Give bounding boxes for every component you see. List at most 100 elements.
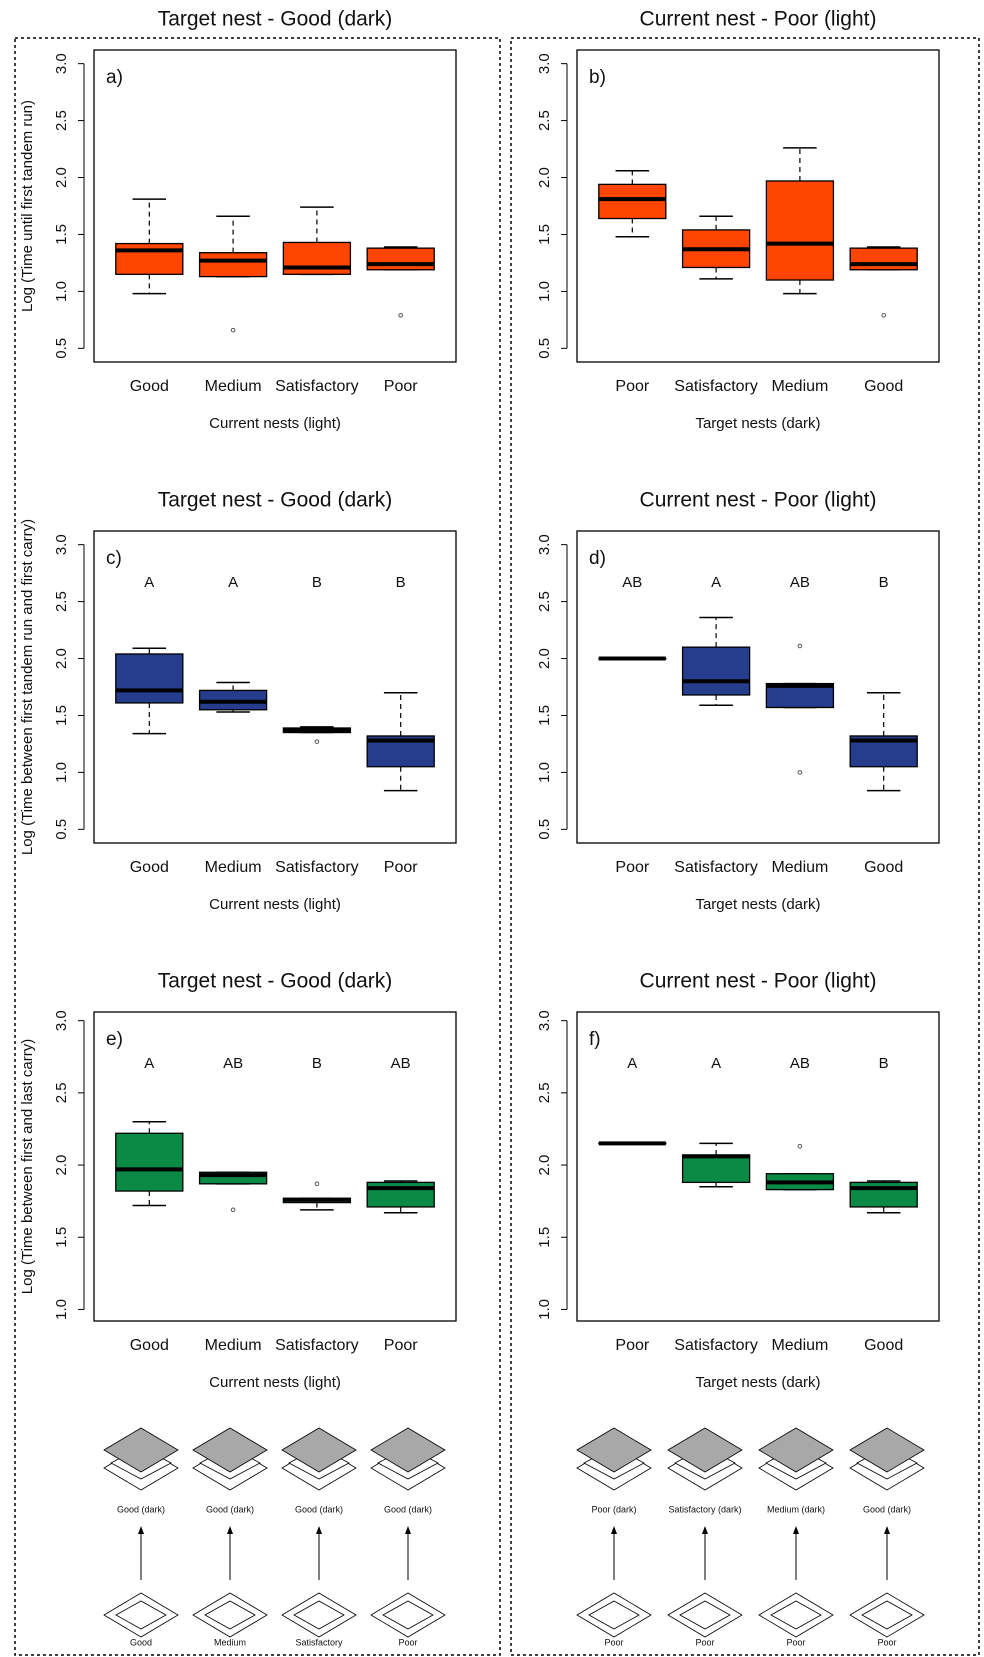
x-tick-label: Medium — [205, 378, 262, 395]
x-axis-label: Current nests (light) — [209, 415, 341, 432]
box — [681, 1154, 751, 1184]
box — [115, 653, 184, 704]
x-tick-label: Good — [864, 378, 903, 395]
x-tick-label: Good — [130, 1337, 169, 1354]
x-axis-label: Current nests (light) — [209, 896, 341, 913]
y-axis-label: Log (Time between first and last carry) — [19, 1039, 36, 1294]
x-tick-label: Good — [130, 859, 169, 876]
box — [849, 1181, 918, 1208]
right-frame — [510, 37, 980, 1656]
target-label: Satisfactory (dark) — [668, 1504, 741, 1514]
y-tick-label: 2.5 — [536, 591, 553, 612]
current-label: Poor — [398, 1637, 417, 1647]
y-tick-label: 1.0 — [536, 1299, 553, 1320]
box — [765, 682, 835, 709]
outlier — [314, 739, 320, 744]
y-tick-label: 1.0 — [53, 1299, 70, 1320]
arrow-head — [316, 1526, 322, 1534]
target-label: Good (dark) — [206, 1504, 254, 1514]
outlier — [230, 327, 236, 333]
x-tick-label: Medium — [771, 378, 828, 395]
y-tick-label: 1.5 — [536, 224, 553, 245]
box — [198, 1171, 268, 1185]
y-tick-label: 2.0 — [53, 1155, 70, 1176]
left-frame — [14, 37, 501, 1656]
current-nest-inner — [115, 1600, 167, 1630]
nest-cover — [758, 1427, 834, 1473]
y-tick-label: 0.5 — [536, 819, 553, 840]
y-tick-label: 3.0 — [536, 53, 553, 74]
y-tick-label: 2.5 — [53, 591, 70, 612]
current-label: Poor — [695, 1637, 714, 1647]
y-tick-label: 3.0 — [536, 534, 553, 555]
outlier — [797, 770, 803, 775]
arrow-head — [227, 1526, 233, 1534]
x-tick-label: Poor — [384, 1337, 418, 1354]
current-nest-inner — [382, 1600, 434, 1630]
y-tick-label: 3.0 — [53, 1010, 70, 1031]
y-tick-label: 3.0 — [536, 1010, 553, 1031]
box — [115, 242, 184, 275]
y-tick-label: 1.5 — [53, 224, 70, 245]
nest-cover — [576, 1427, 652, 1473]
x-tick-label: Poor — [615, 1337, 649, 1354]
arrow-head — [884, 1526, 890, 1534]
plot-frame — [576, 530, 940, 844]
group-label: A — [711, 574, 721, 591]
group-label: A — [228, 574, 238, 591]
group-label: A — [144, 1055, 154, 1072]
y-tick-label: 2.0 — [53, 167, 70, 188]
y-tick-label: 1.5 — [536, 1227, 553, 1248]
box — [366, 1181, 435, 1208]
panel-label: d) — [589, 548, 606, 569]
plot-frame — [93, 49, 457, 363]
arrow-head — [793, 1526, 799, 1534]
group-label: B — [879, 1055, 889, 1072]
y-tick-label: 2.0 — [536, 648, 553, 669]
current-nest-inner — [861, 1600, 913, 1630]
x-tick-label: Medium — [771, 859, 828, 876]
panel-label: c) — [106, 548, 122, 569]
current-label: Good — [130, 1637, 152, 1647]
outlier — [230, 1207, 236, 1213]
group-label: B — [312, 574, 322, 591]
box — [765, 180, 835, 281]
x-tick-label: Good — [864, 859, 903, 876]
x-tick-label: Medium — [771, 1337, 828, 1354]
y-tick-label: 1.5 — [536, 705, 553, 726]
y-tick-label: 1.0 — [53, 762, 70, 783]
target-label: Good (dark) — [863, 1504, 911, 1514]
current-nest-inner — [770, 1600, 822, 1630]
x-tick-label: Satisfactory — [275, 1337, 359, 1354]
group-label: A — [711, 1055, 721, 1072]
x-tick-label: Good — [864, 1337, 903, 1354]
x-tick-label: Satisfactory — [275, 378, 359, 395]
chart-title: Target nest - Good (dark) — [158, 8, 393, 31]
x-tick-label: Satisfactory — [674, 378, 758, 395]
nest-cover — [103, 1427, 179, 1473]
y-tick-label: 2.0 — [536, 167, 553, 188]
group-label: AB — [391, 1055, 411, 1072]
box — [115, 1132, 184, 1192]
x-tick-label: Poor — [615, 378, 649, 395]
target-label: Good (dark) — [384, 1504, 432, 1514]
group-label: B — [879, 574, 889, 591]
y-tick-label: 1.0 — [536, 762, 553, 783]
y-tick-label: 0.5 — [53, 819, 70, 840]
y-tick-label: 2.0 — [536, 1155, 553, 1176]
target-label: Good (dark) — [117, 1504, 165, 1514]
x-tick-label: Satisfactory — [275, 859, 359, 876]
plot-frame — [576, 1011, 940, 1322]
x-tick-label: Poor — [384, 859, 418, 876]
x-axis-label: Target nests (dark) — [695, 896, 820, 913]
nest-cover — [849, 1427, 925, 1473]
current-nest-inner — [293, 1600, 345, 1630]
current-label: Satisfactory — [295, 1637, 343, 1647]
panel-label: e) — [106, 1029, 123, 1050]
current-nest-inner — [679, 1600, 731, 1630]
y-axis-label: Log (Time between first tandem run and f… — [19, 519, 36, 855]
group-label: AB — [223, 1055, 243, 1072]
outlier — [314, 1181, 320, 1187]
target-label: Good (dark) — [295, 1504, 343, 1514]
